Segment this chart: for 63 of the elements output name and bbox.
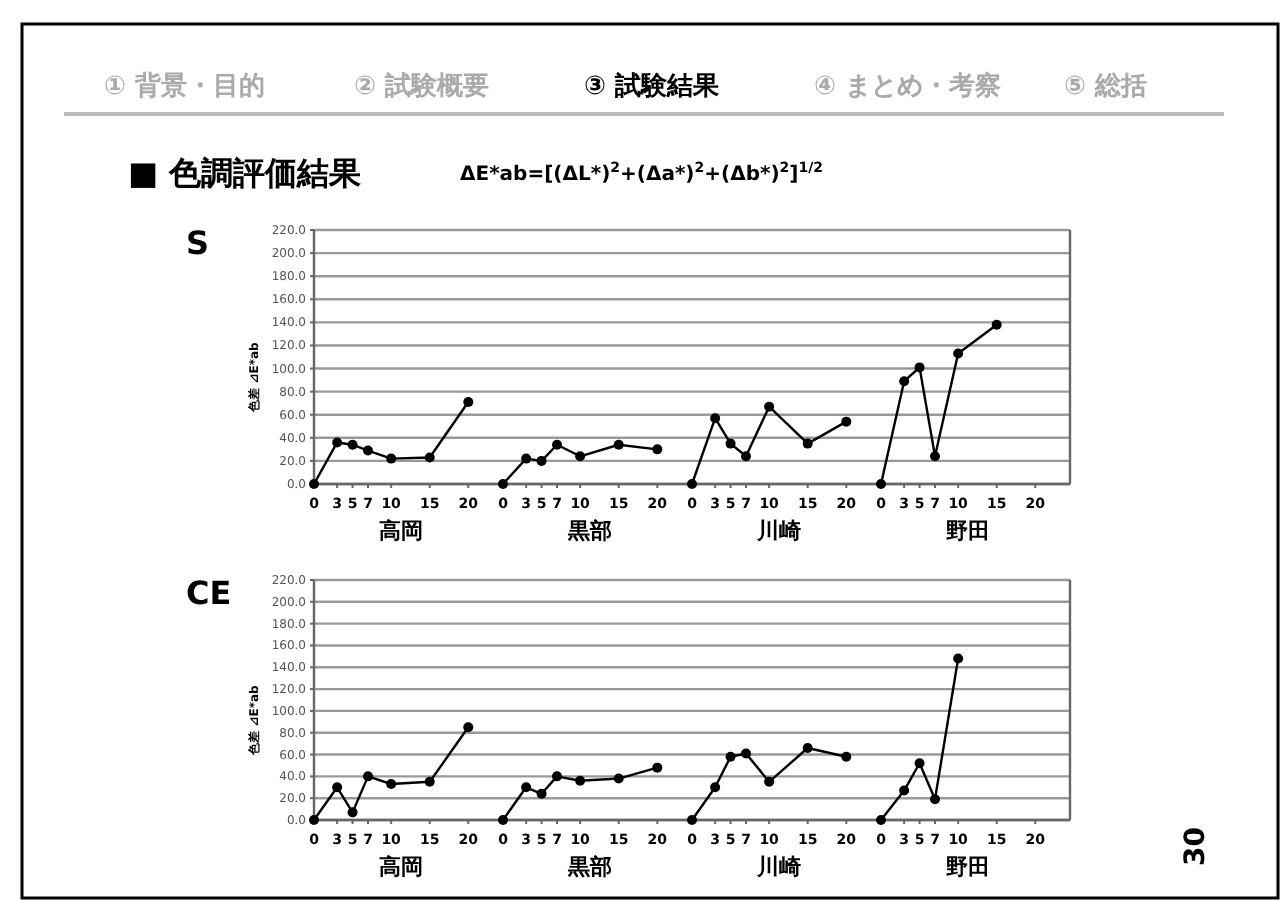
point <box>332 782 343 793</box>
text: ③ 試験結果 <box>584 70 722 102</box>
text: 30 <box>1180 826 1212 866</box>
x-axis-title: 野田 <box>945 518 990 544</box>
point <box>802 743 813 753</box>
point <box>463 397 474 408</box>
point <box>899 785 910 796</box>
point <box>953 653 964 664</box>
point <box>841 416 852 427</box>
point <box>347 807 358 818</box>
point <box>914 362 925 373</box>
x-axis-title: 高岡 <box>378 518 423 544</box>
x-axis-title: 高岡 <box>378 854 423 880</box>
point <box>725 751 736 762</box>
text: ① 背景・目的 <box>104 70 266 102</box>
text: ② 試験概要 <box>354 70 490 102</box>
point <box>710 782 721 793</box>
point <box>521 782 532 793</box>
point <box>652 444 663 455</box>
x-axis-title: 川崎 <box>754 518 801 544</box>
x-axis-title: 川崎 <box>754 854 801 880</box>
point <box>930 794 940 805</box>
x-axis-title: 黒部 <box>565 518 612 544</box>
point <box>710 413 721 424</box>
point <box>575 451 586 462</box>
point <box>991 319 1002 330</box>
point <box>536 455 547 466</box>
point <box>741 748 751 759</box>
point <box>552 771 562 782</box>
point <box>802 438 813 449</box>
point <box>575 775 586 786</box>
point <box>613 773 624 784</box>
point <box>536 788 547 799</box>
point <box>953 348 964 359</box>
point <box>386 453 397 464</box>
point <box>463 722 474 733</box>
text: ④ まとめ・考察 <box>814 70 1002 102</box>
point <box>899 376 910 387</box>
point <box>552 439 562 450</box>
text: ■ 色調評価結果 <box>128 154 364 192</box>
point <box>332 437 343 448</box>
point <box>363 445 373 456</box>
chart-title: CE <box>186 574 232 612</box>
chart-title: S <box>186 224 210 262</box>
point <box>424 776 435 787</box>
point <box>914 758 925 769</box>
point <box>764 401 775 412</box>
point <box>764 776 775 787</box>
point <box>841 751 852 762</box>
point <box>652 762 663 773</box>
x-axis-title: 黒部 <box>565 854 612 880</box>
text: ΔE*ab=[(ΔL*)$^{2}$+(Δa*)$^{2}$+(Δb*)$^{2}$]$^{1/2}$ <box>460 160 824 186</box>
point <box>386 779 397 789</box>
point <box>363 771 373 782</box>
x-axis-title: 野田 <box>945 854 990 880</box>
point <box>613 439 624 450</box>
point <box>725 438 736 449</box>
point <box>741 451 751 462</box>
text: ⑤ 総括 <box>1064 72 1148 102</box>
point <box>521 453 532 464</box>
point <box>930 451 940 462</box>
point <box>424 452 435 463</box>
point <box>347 439 358 450</box>
